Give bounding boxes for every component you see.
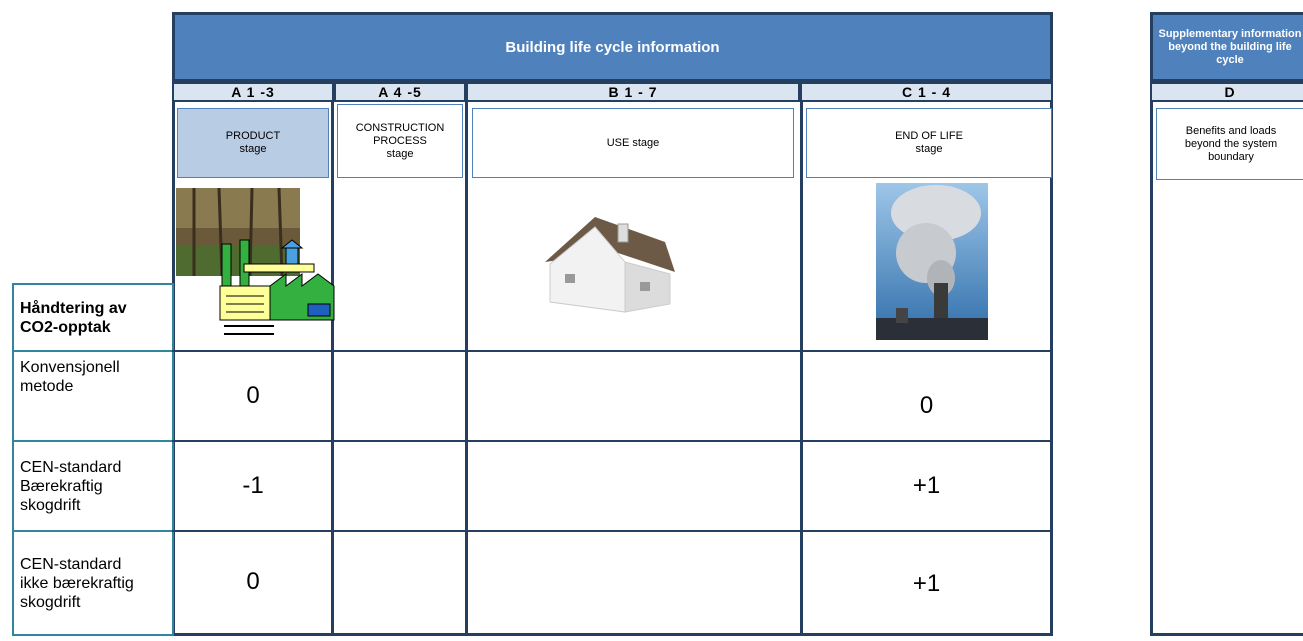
- stage-code: A 4 -5: [334, 82, 466, 102]
- supplementary-frame: [1150, 12, 1303, 636]
- stage-code: A 1 -3: [172, 82, 334, 102]
- stage-code: C 1 - 4: [800, 82, 1053, 102]
- row-label: CEN-standard Bærekraftig skogdrift: [12, 440, 174, 532]
- row-line: [172, 440, 1053, 442]
- value-cell: -1: [242, 472, 264, 499]
- stage-name: USE stage: [472, 108, 794, 178]
- row-line: [172, 350, 1053, 352]
- smokestack-illustration: [876, 183, 988, 340]
- stage-name: END OF LIFE stage: [806, 108, 1052, 178]
- stage-name: CONSTRUCTION PROCESS stage: [337, 104, 463, 178]
- value-cell: +1: [912, 570, 941, 597]
- stage-name: Benefits and loads beyond the system bou…: [1156, 108, 1303, 180]
- life-cycle-title: Building life cycle information: [172, 12, 1053, 82]
- value-cell: 0: [919, 392, 934, 419]
- value-cell: 0: [246, 568, 260, 595]
- table-header: Håndtering av CO2-opptak: [12, 283, 174, 352]
- product-illustration: [176, 187, 335, 335]
- stage-code: D: [1150, 82, 1303, 102]
- row-label: Konvensjonell metode: [12, 350, 174, 442]
- row-label: CEN-standard ikke bærekraftig skogdrift: [12, 530, 174, 636]
- row-line: [172, 530, 1053, 532]
- value-cell: +1: [912, 472, 941, 499]
- stage-code: B 1 - 7: [466, 82, 800, 102]
- value-cell: 0: [246, 382, 260, 409]
- column-divider: [797, 80, 803, 636]
- stage-name: PRODUCT stage: [177, 108, 329, 178]
- house-illustration: [545, 217, 675, 313]
- supplementary-title: Supplementary information beyond the bui…: [1150, 12, 1303, 82]
- column-divider: [331, 80, 468, 636]
